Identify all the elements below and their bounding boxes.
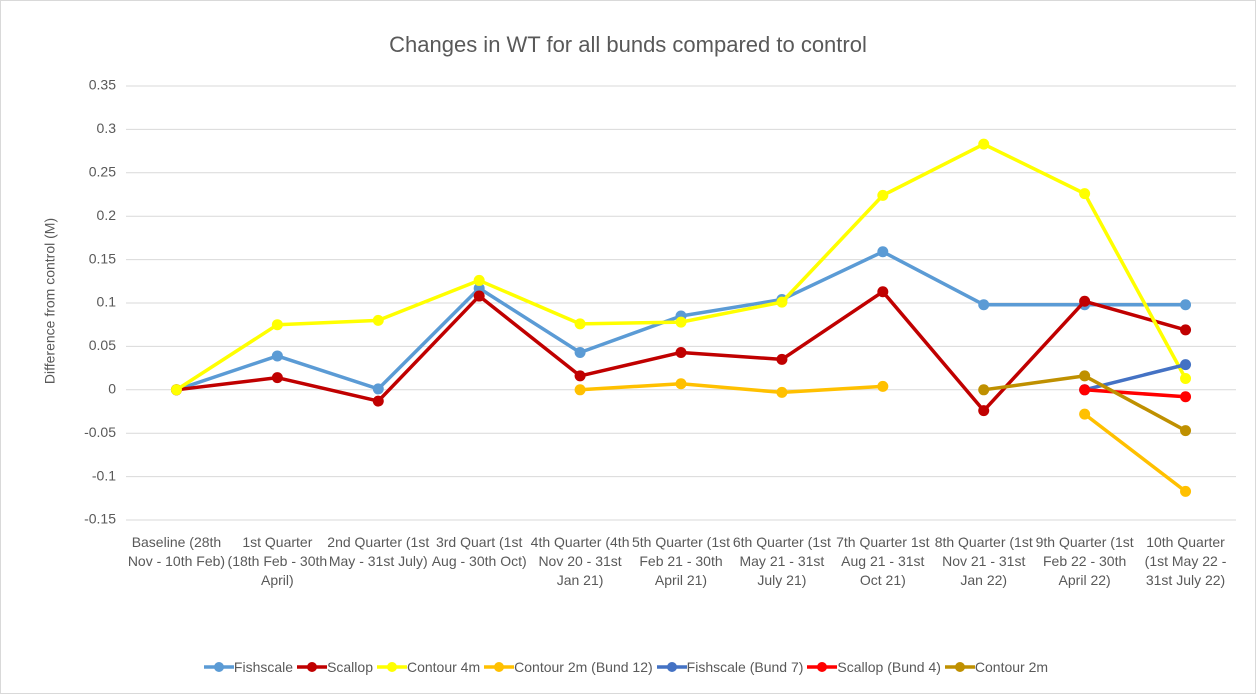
point — [271, 350, 283, 362]
chart-title: Changes in WT for all bunds compared to … — [389, 32, 867, 57]
legend-entry: Contour 2m (Bund 12) — [484, 659, 653, 675]
point — [978, 384, 990, 396]
point — [978, 299, 990, 311]
x-tick-label: Baseline (28th Nov - 10th Feb) — [127, 534, 226, 569]
legend-marker — [213, 662, 224, 672]
legend-swatch — [656, 662, 687, 672]
y-tick-label: 0.2 — [97, 207, 117, 223]
point — [1180, 373, 1192, 385]
point — [170, 384, 182, 396]
x-tick-label: 6th Quarter (1st May 21 - 31st July 21) — [732, 534, 831, 588]
point — [877, 246, 889, 258]
legend-entry: Scallop — [297, 659, 373, 675]
x-tick-label: 1st Quarter (18th Feb - 30th April) — [227, 534, 328, 588]
point — [1180, 391, 1192, 403]
point — [574, 370, 586, 382]
point — [877, 380, 889, 392]
legend-swatch — [484, 662, 515, 672]
point — [372, 383, 384, 395]
point — [1079, 370, 1091, 382]
point — [271, 372, 283, 384]
y-tick-label: -0.1 — [92, 467, 116, 483]
point — [877, 286, 889, 298]
point — [1180, 425, 1192, 437]
y-tick-label: -0.05 — [84, 424, 116, 440]
x-tick-label: 10th Quarter (1st May 22 - 31st July 22) — [1144, 534, 1227, 588]
legend-entry: Scallop (Bund 4) — [807, 659, 941, 675]
legend-label: Contour 2m (Bund 12) — [514, 659, 653, 675]
legend-label: Fishscale (Bund 7) — [686, 659, 804, 675]
point — [473, 290, 485, 302]
y-tick-label: 0.1 — [97, 294, 117, 310]
x-tick-label: 7th Quarter 1st Aug 21 - 31st Oct 21) — [836, 534, 930, 588]
legend-marker — [494, 662, 505, 672]
y-tick-label: 0.3 — [97, 120, 117, 136]
point — [978, 405, 990, 417]
legend-swatch — [376, 662, 407, 672]
series-line — [1084, 388, 1186, 399]
point — [574, 318, 586, 330]
y-tick-label: 0.25 — [89, 164, 116, 180]
point — [776, 296, 788, 308]
legend-label: Contour 2m — [974, 659, 1049, 675]
y-tick-label: 0.35 — [89, 77, 116, 93]
point — [675, 316, 687, 328]
point — [574, 384, 586, 396]
point — [877, 189, 889, 201]
x-tick-label: 2nd Quarter (1st May - 31st July) — [327, 534, 430, 569]
legend-label: Fishscale — [233, 659, 294, 675]
y-axis-label: Difference from control (M) — [42, 218, 58, 384]
legend-swatch — [297, 662, 328, 672]
point — [1180, 324, 1192, 336]
point — [776, 386, 788, 398]
point — [372, 395, 384, 407]
legend-label: Scallop — [327, 659, 373, 675]
x-tick-label: 8th Quarter (1st Nov 21 - 31st Jan 22) — [934, 534, 1033, 588]
point — [574, 346, 586, 358]
point — [1180, 359, 1192, 371]
y-tick-label: 0.15 — [89, 250, 116, 266]
point — [675, 346, 687, 358]
point — [1079, 384, 1091, 396]
point — [675, 378, 687, 390]
series-line — [579, 381, 1187, 493]
point — [473, 274, 485, 286]
series-line — [983, 374, 1187, 433]
legend: Fishscale Scallop Contour 4m Contour 2m (Bu… — [1, 659, 1255, 675]
y-tick-label: -0.15 — [84, 511, 116, 527]
legend-marker — [307, 662, 318, 672]
legend-marker — [954, 662, 965, 672]
legend-entry: Contour 2m — [944, 659, 1049, 675]
legend-marker — [817, 662, 828, 672]
x-tick-label: 5th Quarter (1st Feb 21 - 30th April 21) — [631, 534, 731, 588]
legend-swatch — [944, 662, 975, 672]
point — [1180, 299, 1192, 311]
point — [372, 314, 384, 326]
y-tick-label: 0 — [108, 381, 116, 397]
point — [1079, 408, 1091, 420]
point — [1079, 188, 1091, 200]
legend-marker — [386, 662, 397, 672]
point — [271, 319, 283, 331]
point — [776, 353, 788, 365]
legend-label: Scallop (Bund 4) — [837, 659, 941, 675]
legend-label: Contour 4m — [406, 659, 481, 675]
legend-swatch — [203, 662, 234, 672]
point — [1180, 485, 1192, 497]
x-tick-label: 4th Quarter (4th Nov 20 - 31st Jan 21) — [530, 534, 630, 588]
y-tick-label: 0.05 — [89, 337, 116, 353]
point — [1079, 295, 1091, 307]
point — [978, 138, 990, 150]
legend-entry: Fishscale (Bund 7) — [656, 659, 804, 675]
legend-entry: Fishscale — [203, 659, 294, 675]
legend-marker — [666, 662, 677, 672]
x-tick-label: 9th Quarter (1st Feb 22 - 30th April 22) — [1035, 534, 1134, 588]
x-tick-label: 3rd Quart (1st Aug - 30th Oct) — [431, 534, 527, 569]
point — [473, 282, 485, 294]
legend-entry: Contour 4m — [376, 659, 481, 675]
legend-swatch — [807, 662, 838, 672]
